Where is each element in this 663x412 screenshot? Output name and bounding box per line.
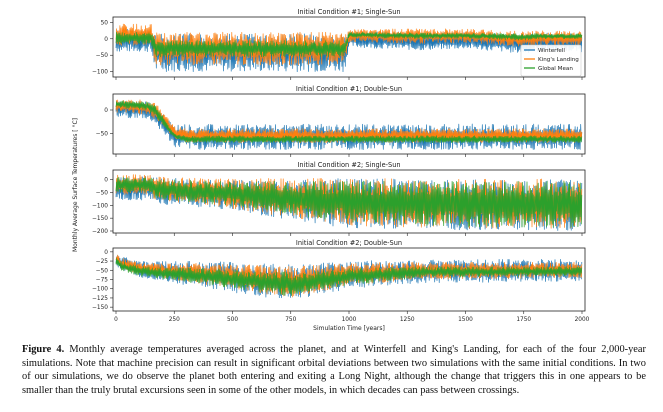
- x-tick-label: 500: [227, 317, 238, 323]
- legend-label: Winterfell: [538, 48, 565, 54]
- y-tick-label: −100: [92, 70, 108, 76]
- series-line-global-mean: [115, 31, 583, 58]
- series-line-global-mean: [115, 100, 583, 144]
- series-line-winterfell: [115, 100, 583, 150]
- chart-panel-1: Initial Condition #1; Single-Sun 50 0 −50 −1…: [92, 8, 586, 80]
- series-line-global-mean: [115, 258, 583, 296]
- panel-title: Initial Condition #1; Double-Sun: [296, 85, 402, 93]
- y-tick-label: −150: [92, 305, 108, 311]
- x-tick-label: 1500: [458, 317, 473, 323]
- x-tick-label: 1250: [400, 317, 415, 323]
- y-tick-label: −50: [96, 191, 109, 197]
- x-tick-label: 0: [114, 317, 118, 323]
- legend: Winterfell King's Landing Global Mean: [520, 44, 582, 77]
- x-tick-label: 750: [285, 317, 296, 323]
- y-tick-label: −100: [92, 287, 108, 293]
- panel-title: Initial Condition #1; Single-Sun: [297, 8, 400, 16]
- y-tick-label: −50: [96, 131, 109, 137]
- legend-label: King's Landing: [538, 57, 579, 63]
- x-tick-label: 1000: [342, 317, 357, 323]
- legend-box: [520, 44, 582, 77]
- y-tick-label: −75: [96, 278, 109, 284]
- x-tick-label: 1750: [516, 317, 531, 323]
- y-tick-label: 0: [104, 178, 108, 184]
- y-tick-label: −50: [96, 268, 109, 274]
- figure-caption: Figure 4. Monthly average temperatures a…: [22, 343, 646, 397]
- panel-title: Initial Condition #2; Single-Sun: [297, 161, 400, 169]
- x-tick-label: 250: [169, 317, 180, 323]
- y-tick-label: −25: [96, 259, 109, 265]
- series-line-global-mean: [115, 176, 583, 228]
- y-tick-label: 50: [101, 20, 109, 26]
- y-tick-label: −150: [92, 216, 108, 222]
- y-tick-label: −100: [92, 203, 108, 209]
- y-tick-label: 0: [104, 108, 108, 114]
- panel-title: Initial Condition #2; Double-Sun: [296, 239, 402, 247]
- y-tick-label: −200: [92, 229, 108, 235]
- legend-label: Global Mean: [538, 66, 573, 72]
- x-tick-label: 2000: [575, 317, 590, 323]
- y-tick-label: −50: [96, 53, 109, 59]
- chart-panel-3: Initial Condition #2; Single-Sun 0 −50 −100…: [92, 161, 586, 236]
- figure-canvas: Initial Condition #1; Single-Sun500−50−1…: [72, 8, 590, 332]
- y-tick-label: −125: [92, 296, 108, 302]
- x-axis-label: Simulation Time [years]: [313, 325, 385, 332]
- caption-label: Figure 4.: [22, 344, 65, 355]
- y-tick-label: 0: [104, 250, 108, 256]
- y-axis-label: Monthly Average Surface Temperatures [ °…: [72, 118, 79, 252]
- chart-panel-4: Initial Condition #2; Double-Sun 0 −25 −50 −…: [92, 239, 590, 332]
- y-tick-label: 0: [104, 37, 108, 43]
- chart-panel-2: Initial Condition #1; Double-Sun 0 −50: [96, 85, 586, 157]
- caption-text: Monthly average temperatures averaged ac…: [22, 344, 646, 396]
